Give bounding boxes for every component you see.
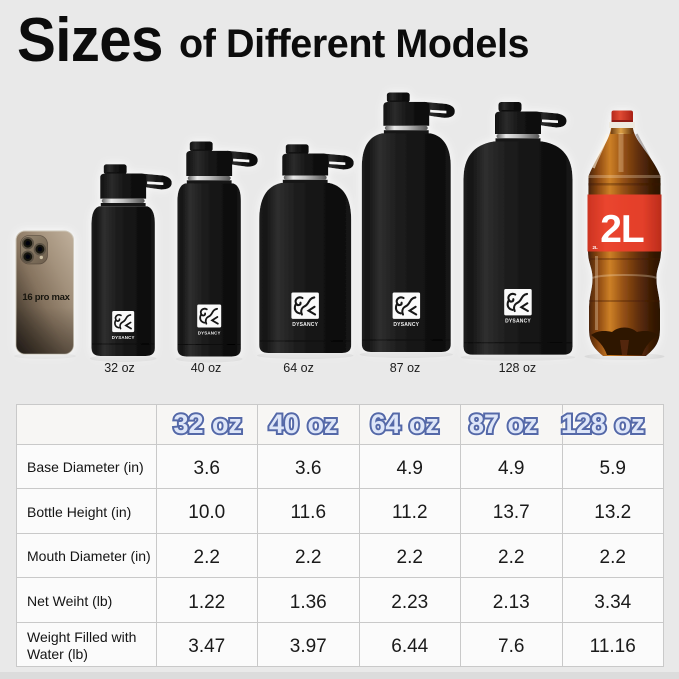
svg-text:DYSANCY: DYSANCY bbox=[505, 318, 531, 324]
svg-text:2L: 2L bbox=[593, 245, 599, 250]
svg-text:DYSANCY: DYSANCY bbox=[112, 335, 135, 340]
svg-text:DYSANCY: DYSANCY bbox=[292, 322, 318, 328]
svg-text:16 pro max: 16 pro max bbox=[22, 292, 70, 303]
svg-text:2L: 2L bbox=[600, 208, 644, 251]
svg-text:DYSANCY: DYSANCY bbox=[393, 322, 419, 328]
svg-text:DYSANCY: DYSANCY bbox=[198, 331, 221, 336]
